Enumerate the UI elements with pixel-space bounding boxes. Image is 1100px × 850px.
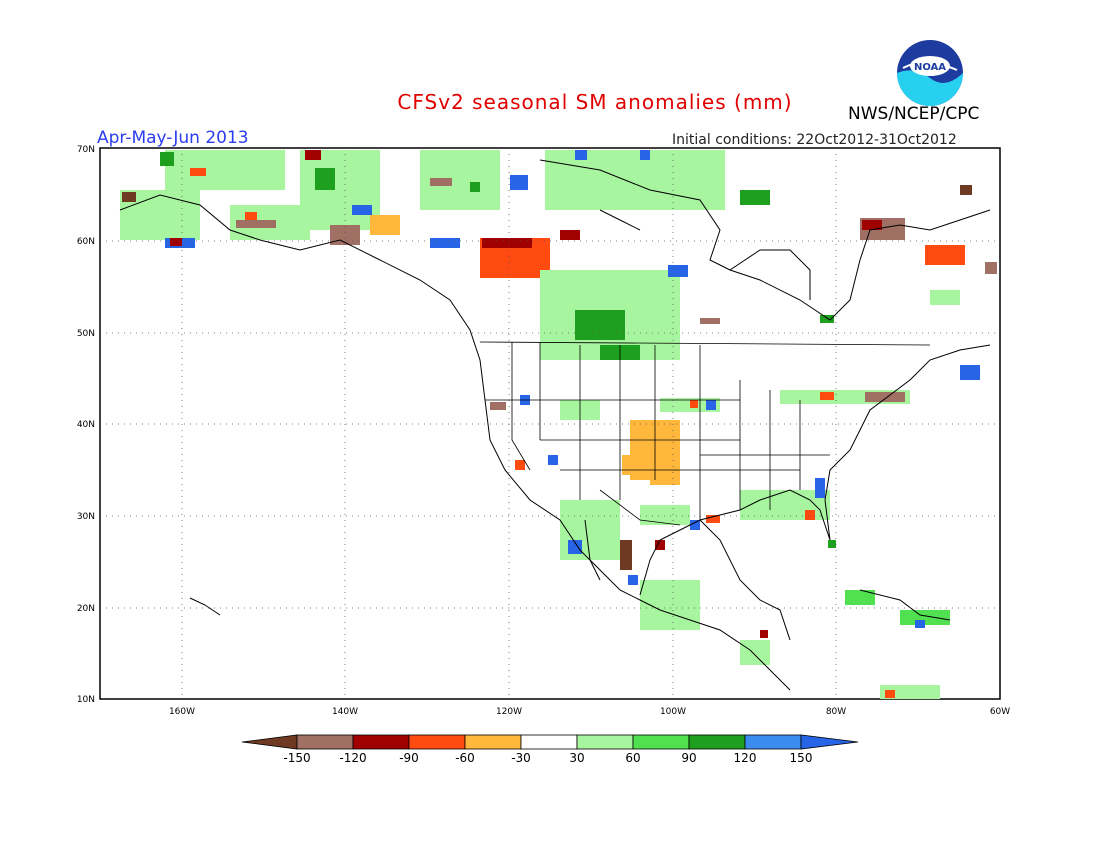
colorbar-left-arrow (241, 734, 298, 750)
colorbar-label-30: 30 (569, 751, 584, 765)
colorbar-label-neg120: -120 (339, 751, 366, 765)
coastlines (119, 159, 991, 691)
season-label: Apr-May-Jun 2013 (97, 128, 249, 148)
initial-conditions-label: Initial conditions: 22Oct2012-31Oct2012 (672, 132, 957, 148)
lat-label-20n: 20N (77, 604, 95, 614)
colorbar (241, 734, 859, 750)
colorbar-label-neg150: -150 (283, 751, 310, 765)
lon-label-140w: 140W (332, 707, 358, 717)
colorbar-label-neg90: -90 (399, 751, 419, 765)
noaa-logo-icon: NOAA (897, 40, 963, 106)
graticule (100, 148, 1000, 699)
lon-label-100w: 100W (660, 707, 686, 717)
lat-label-60n: 60N (77, 237, 95, 247)
svg-text:NOAA: NOAA (914, 62, 946, 73)
colorbar-label-60: 60 (625, 751, 640, 765)
colorbar-label-neg60: -60 (455, 751, 475, 765)
lon-label-120w: 120W (496, 707, 522, 717)
lon-label-80w: 80W (826, 707, 846, 717)
lat-label-10n: 10N (77, 695, 95, 705)
lon-label-60w: 60W (990, 707, 1010, 717)
colorbar-right-arrow (800, 734, 859, 750)
state-borders (479, 341, 931, 526)
colorbar-label-neg30: -30 (511, 751, 531, 765)
colorbar-label-120: 120 (734, 751, 757, 765)
lat-label-40n: 40N (77, 420, 95, 430)
colorbar-label-90: 90 (681, 751, 696, 765)
agency-label: NWS/NCEP/CPC (848, 104, 980, 124)
colorbar-label-150: 150 (790, 751, 813, 765)
lat-label-30n: 30N (77, 512, 95, 522)
lat-label-70n: 70N (77, 145, 95, 155)
map-title: CFSv2 seasonal SM anomalies (mm) (397, 90, 793, 114)
lat-label-50n: 50N (77, 329, 95, 339)
lon-label-160w: 160W (169, 707, 195, 717)
